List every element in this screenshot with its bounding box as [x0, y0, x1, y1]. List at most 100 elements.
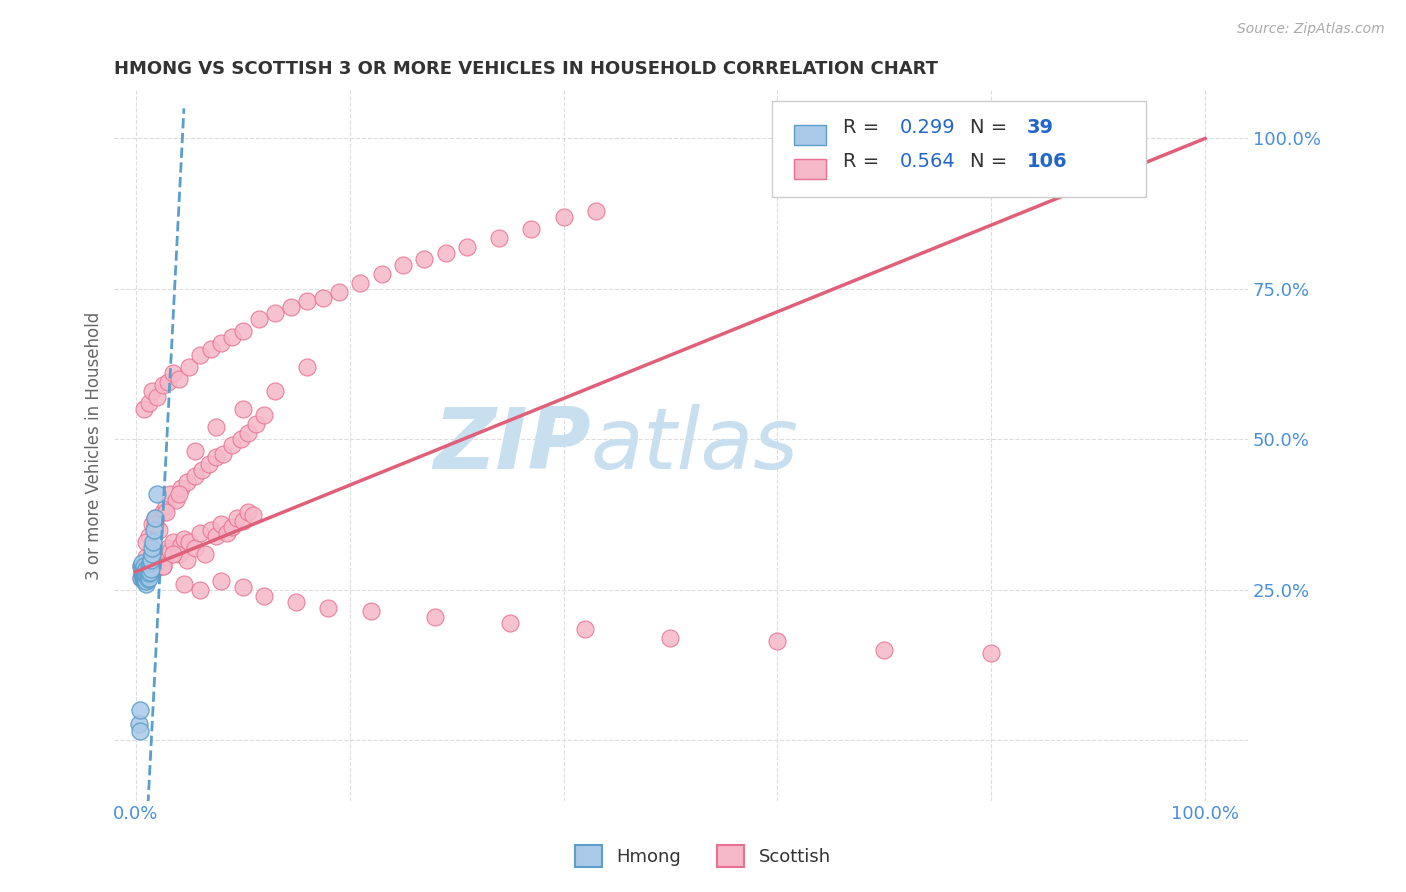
Point [188, 582, 211, 597]
Point [131, 562, 153, 576]
Text: 0.564: 0.564 [900, 152, 956, 170]
Text: R =: R = [844, 119, 886, 137]
Point [138, 565, 160, 579]
Point [138, 571, 160, 585]
Point [135, 562, 157, 576]
Point [143, 516, 166, 531]
Point [197, 457, 219, 471]
Point [152, 558, 174, 573]
Point [766, 634, 789, 648]
Point [212, 447, 235, 461]
Point [159, 543, 181, 558]
Point [162, 534, 184, 549]
Point [585, 203, 607, 218]
Point [280, 300, 302, 314]
Point [236, 505, 259, 519]
Point [221, 330, 243, 344]
Point [413, 252, 436, 266]
Point [138, 553, 160, 567]
Point [146, 390, 169, 404]
Point [146, 486, 169, 500]
Point [159, 486, 181, 500]
Point [873, 643, 896, 657]
Point [179, 360, 201, 375]
Point [146, 556, 169, 570]
Text: 39: 39 [1026, 119, 1054, 137]
Point [134, 402, 156, 417]
Point [162, 547, 184, 561]
Point [134, 574, 156, 588]
FancyBboxPatch shape [794, 125, 827, 145]
Point [316, 601, 339, 615]
Point [165, 492, 187, 507]
Point [152, 558, 174, 573]
Point [191, 462, 214, 476]
Point [215, 525, 238, 540]
Y-axis label: 3 or more Vehicles in Household: 3 or more Vehicles in Household [86, 311, 103, 580]
Point [132, 565, 155, 579]
Point [194, 547, 217, 561]
Point [131, 556, 153, 570]
Point [392, 258, 415, 272]
Point [141, 384, 163, 399]
FancyBboxPatch shape [794, 159, 827, 179]
Point [183, 444, 205, 458]
Point [263, 384, 285, 399]
Point [167, 486, 190, 500]
Point [236, 426, 259, 441]
Point [205, 420, 228, 434]
Point [135, 567, 157, 582]
Point [176, 475, 198, 489]
Point [188, 348, 211, 362]
Point [659, 631, 682, 645]
Point [155, 499, 177, 513]
Point [156, 376, 179, 390]
Point [980, 646, 1002, 660]
Point [132, 571, 155, 585]
Point [170, 481, 193, 495]
Point [247, 312, 270, 326]
Point [129, 724, 152, 739]
Point [176, 553, 198, 567]
Point [295, 360, 318, 375]
Point [141, 541, 163, 555]
Point [162, 366, 184, 380]
Point [229, 433, 252, 447]
Point [226, 510, 249, 524]
Point [129, 558, 152, 573]
Point [131, 565, 153, 579]
Point [155, 549, 177, 564]
Text: 106: 106 [1026, 152, 1067, 170]
Point [425, 610, 447, 624]
Point [139, 553, 162, 567]
Point [253, 589, 276, 603]
Point [221, 438, 243, 452]
Point [152, 378, 174, 392]
Point [173, 532, 195, 546]
Point [232, 324, 254, 338]
Point [349, 276, 371, 290]
Point [253, 409, 276, 423]
Point [209, 336, 232, 351]
Point [134, 574, 156, 588]
Point [183, 468, 205, 483]
Point [232, 402, 254, 417]
Point [232, 580, 254, 594]
Point [136, 572, 159, 586]
Point [328, 285, 350, 299]
Point [135, 574, 157, 588]
Point [131, 565, 153, 579]
Point [188, 525, 211, 540]
Point [138, 566, 160, 580]
Point [205, 450, 228, 465]
Point [134, 558, 156, 573]
Point [148, 523, 170, 537]
Point [242, 508, 264, 522]
Point [141, 516, 163, 531]
Point [134, 571, 156, 585]
Point [135, 549, 157, 564]
Point [499, 615, 522, 630]
Point [456, 240, 478, 254]
Point [143, 510, 166, 524]
Text: HMONG VS SCOTTISH 3 OR MORE VEHICLES IN HOUSEHOLD CORRELATION CHART: HMONG VS SCOTTISH 3 OR MORE VEHICLES IN … [114, 60, 938, 78]
